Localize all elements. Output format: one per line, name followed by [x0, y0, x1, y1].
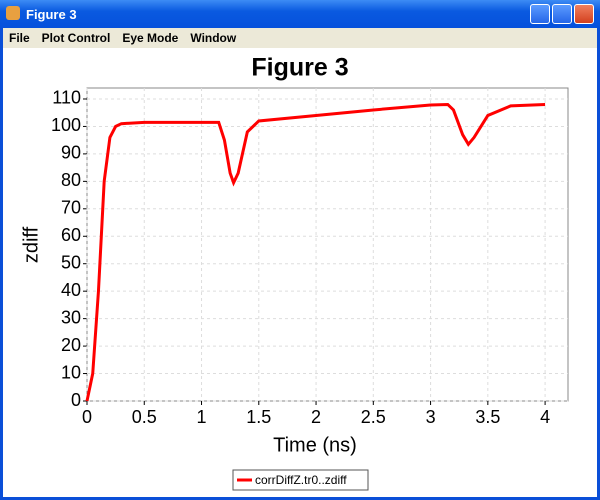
- menu-bar: File Plot Control Eye Mode Window: [3, 28, 597, 48]
- y-axis-label: zdiff: [20, 226, 42, 263]
- x-tick-label: 0: [82, 407, 92, 427]
- y-tick-label: 70: [61, 198, 81, 218]
- y-tick-label: 100: [51, 115, 81, 135]
- x-tick-label: 3: [426, 407, 436, 427]
- menu-item[interactable]: File: [9, 31, 30, 45]
- y-tick-label: 10: [61, 362, 81, 382]
- menu-item[interactable]: Eye Mode: [122, 31, 179, 45]
- y-tick-label: 80: [61, 170, 81, 190]
- y-tick-label: 20: [61, 335, 81, 355]
- x-tick-label: 2: [311, 407, 321, 427]
- x-tick-label: 2.5: [361, 407, 386, 427]
- window-title: Figure 3: [26, 7, 77, 22]
- chart-title: Figure 3: [251, 54, 348, 82]
- app-icon: [6, 6, 20, 20]
- menu-item[interactable]: Window: [190, 31, 237, 45]
- y-tick-label: 40: [61, 280, 81, 300]
- legend-box: [232, 469, 369, 491]
- title-bar: Figure 3: [0, 0, 600, 28]
- y-tick-label: 50: [61, 252, 81, 272]
- x-tick-label: 1: [197, 407, 207, 427]
- minimize-button[interactable]: [530, 4, 550, 24]
- plot-area: [86, 87, 569, 402]
- x-tick-label: 4: [540, 407, 550, 427]
- y-tick-label: 0: [71, 390, 81, 410]
- x-tick-label: 0.5: [132, 407, 157, 427]
- y-tick-label: 90: [61, 143, 81, 163]
- y-tick-label: 110: [52, 88, 81, 108]
- data-line: [85, 102, 546, 402]
- close-button[interactable]: [574, 4, 594, 24]
- x-tick-label: 3.5: [475, 407, 500, 427]
- x-tick-label: 1.5: [246, 407, 271, 427]
- maximize-button[interactable]: [552, 4, 572, 24]
- y-tick-label: 60: [61, 225, 81, 245]
- x-axis-label: Time (ns): [273, 434, 357, 456]
- menu-item[interactable]: Plot Control: [41, 31, 111, 45]
- y-tick-label: 30: [61, 307, 81, 327]
- legend-label: corrDiffZ.tr0..zdiff: [255, 473, 347, 487]
